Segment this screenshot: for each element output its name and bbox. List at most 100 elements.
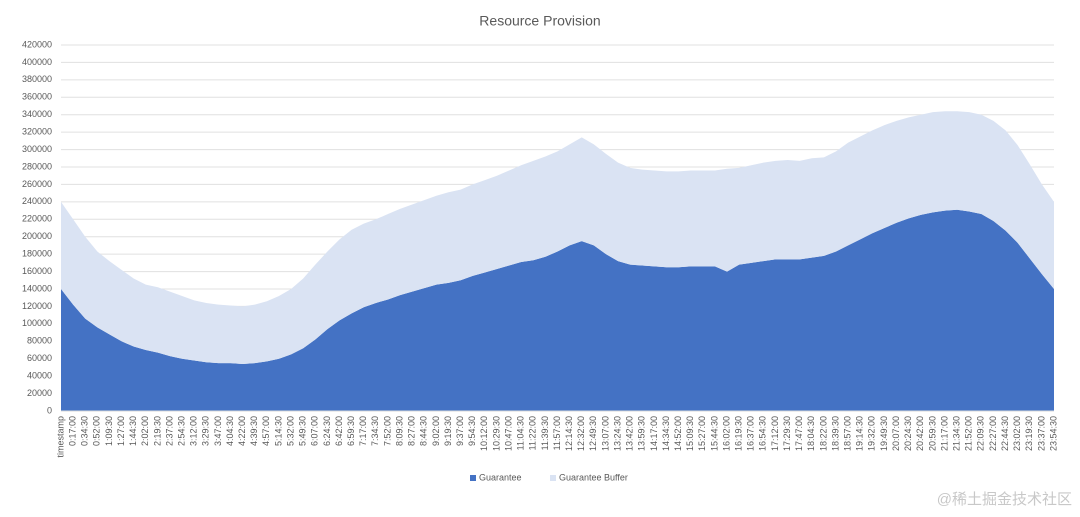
x-tick-label: 13:07:00	[600, 416, 610, 451]
x-tick-label: 18:39:30	[830, 416, 840, 451]
x-tick-label: 15:27:00	[697, 416, 707, 451]
x-tick-label: 21:17:00	[939, 416, 949, 451]
x-tick-label: 1:27:00	[116, 416, 126, 446]
x-tick-label: 18:22:00	[818, 416, 828, 451]
y-tick-label: 420000	[22, 39, 52, 49]
x-tick-label: 1:09:30	[104, 416, 114, 446]
x-tick-label: 9:19:30	[443, 416, 453, 446]
x-tick-label: 3:12:00	[189, 416, 199, 446]
y-tick-label: 20000	[27, 388, 52, 398]
x-tick-label: 2:54:30	[176, 416, 186, 446]
x-tick-label: 2:02:00	[140, 416, 150, 446]
legend-label: Guarantee Buffer	[559, 472, 628, 482]
x-tick-label: 20:24:30	[903, 416, 913, 451]
area	[61, 209, 1054, 411]
x-tick-label: 0:17:00	[67, 416, 77, 446]
x-tick-label: 13:24:30	[612, 416, 622, 451]
x-tick-label: 12:14:30	[564, 416, 574, 451]
y-tick-label: 140000	[22, 283, 52, 293]
x-tick-label: 23:02:00	[1012, 416, 1022, 451]
x-tick-label: 10:47:00	[503, 416, 513, 451]
y-tick-label: 200000	[22, 231, 52, 241]
x-tick-label: 9:37:00	[455, 416, 465, 446]
y-tick-label: 300000	[22, 144, 52, 154]
x-tick-label: 17:29:30	[782, 416, 792, 451]
x-tick-label: 3:29:30	[201, 416, 211, 446]
x-tick-label: 14:34:30	[661, 416, 671, 451]
x-tick-label: 0:34:30	[80, 416, 90, 446]
x-tick-label: 23:19:30	[1024, 416, 1034, 451]
x-tick-label: 11:04:30	[516, 416, 526, 450]
x-tick-label: 7:17:00	[358, 416, 368, 446]
x-tick-label: 10:29:30	[491, 416, 501, 451]
legend-swatch	[470, 475, 476, 481]
x-tick-label: 15:09:30	[685, 416, 695, 451]
x-tick-label: 13:59:30	[637, 416, 647, 451]
x-tick-label: 11:57:00	[552, 416, 562, 450]
x-tick-label: 7:52:00	[382, 416, 392, 446]
x-tick-label: 8:44:30	[419, 416, 429, 446]
legend-label: Guarantee	[479, 472, 522, 482]
x-tick-label: 1:44:30	[128, 416, 138, 446]
x-tick-label: 22:09:30	[976, 416, 986, 451]
x-tick-label: 6:24:30	[322, 416, 332, 446]
y-tick-label: 400000	[22, 57, 52, 67]
y-tick-label: 240000	[22, 196, 52, 206]
x-tick-label: 23:37:00	[1036, 416, 1046, 451]
watermark: @稀土掘金技术社区	[937, 491, 1072, 508]
legend-swatch	[550, 475, 556, 481]
x-tick-label: 9:02:00	[431, 416, 441, 446]
x-tick-label: 19:32:00	[867, 416, 877, 451]
x-tick-label: 14:17:00	[649, 416, 659, 451]
area	[61, 111, 1054, 364]
y-tick-label: 320000	[22, 127, 52, 137]
x-tick-label: 16:54:30	[758, 416, 768, 451]
x-tick-label: 20:42:00	[915, 416, 925, 451]
x-tick-label: 10:12:00	[479, 416, 489, 451]
x-tick-label: 0:52:00	[92, 416, 102, 446]
x-tick-label: 19:49:30	[879, 416, 889, 451]
x-tick-label: 8:27:00	[407, 416, 417, 446]
y-tick-label: 340000	[22, 109, 52, 119]
x-tick-label: 13:42:00	[625, 416, 635, 451]
x-tick-label: 6:59:30	[346, 416, 356, 446]
x-tick-label: 19:14:30	[855, 416, 865, 451]
x-tick-label: 17:12:00	[770, 416, 780, 451]
x-tick-label: 7:34:30	[370, 416, 380, 446]
y-tick-label: 360000	[22, 92, 52, 102]
x-tick-label: 15:44:30	[709, 416, 719, 451]
y-tick-label: 40000	[27, 371, 52, 381]
x-tick-label: 8:09:30	[394, 416, 404, 446]
x-tick-label: 4:22:00	[237, 416, 247, 446]
x-tick-label: 22:27:00	[988, 416, 998, 451]
x-tick-label: timestamp	[55, 416, 65, 458]
x-tick-label: 3:47:00	[213, 416, 223, 446]
y-tick-label: 80000	[27, 336, 52, 346]
x-tick-label: 22:44:30	[1000, 416, 1010, 451]
x-tick-label: 14:52:00	[673, 416, 683, 451]
x-tick-label: 21:52:00	[964, 416, 974, 451]
x-tick-label: 4:04:30	[225, 416, 235, 446]
y-tick-label: 120000	[22, 301, 52, 311]
y-tick-label: 280000	[22, 161, 52, 171]
x-tick-label: 11:39:30	[540, 416, 550, 450]
x-tick-label: 20:07:00	[891, 416, 901, 451]
x-tick-label: 20:59:30	[927, 416, 937, 451]
x-tick-label: 6:07:00	[310, 416, 320, 446]
x-tick-label: 12:49:30	[588, 416, 598, 451]
x-tick-label: 5:49:30	[298, 416, 308, 446]
x-tick-label: 4:57:00	[261, 416, 271, 446]
y-tick-label: 160000	[22, 266, 52, 276]
x-tick-label: 17:47:00	[794, 416, 804, 451]
y-tick-label: 220000	[22, 214, 52, 224]
x-tick-label: 16:02:00	[721, 416, 731, 451]
x-tick-label: 4:39:30	[249, 416, 259, 446]
y-tick-label: 180000	[22, 249, 52, 259]
y-tick-label: 60000	[27, 353, 52, 363]
x-tick-label: 16:19:30	[734, 416, 744, 451]
x-tick-label: 5:32:00	[285, 416, 295, 446]
x-tick-label: 9:54:30	[467, 416, 477, 446]
x-tick-label: 2:19:30	[152, 416, 162, 446]
x-tick-label: 23:54:30	[1048, 416, 1058, 451]
chart-title: Resource Provision	[479, 13, 600, 29]
